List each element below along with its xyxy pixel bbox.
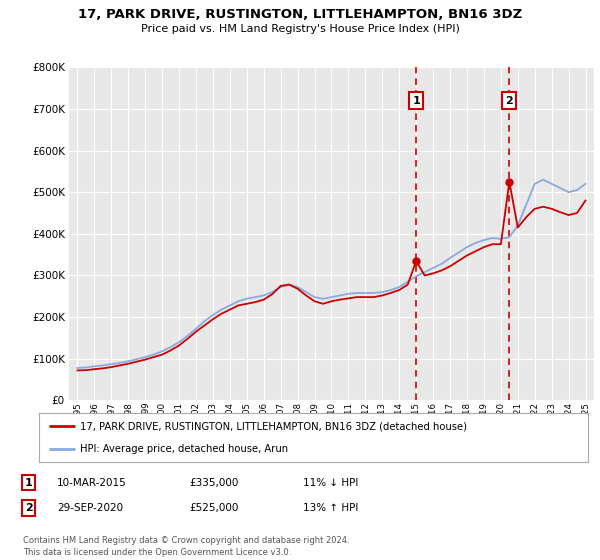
Text: Contains HM Land Registry data © Crown copyright and database right 2024.
This d: Contains HM Land Registry data © Crown c…	[23, 536, 349, 557]
Text: 11% ↓ HPI: 11% ↓ HPI	[303, 478, 358, 488]
Text: HPI: Average price, detached house, Arun: HPI: Average price, detached house, Arun	[80, 444, 289, 454]
Text: 13% ↑ HPI: 13% ↑ HPI	[303, 503, 358, 513]
Text: £335,000: £335,000	[189, 478, 238, 488]
Text: Price paid vs. HM Land Registry's House Price Index (HPI): Price paid vs. HM Land Registry's House …	[140, 24, 460, 34]
Text: 2: 2	[505, 96, 513, 105]
Text: 10-MAR-2015: 10-MAR-2015	[57, 478, 127, 488]
Text: 1: 1	[412, 96, 420, 105]
Text: £525,000: £525,000	[189, 503, 238, 513]
Text: 1: 1	[25, 478, 32, 488]
Text: 17, PARK DRIVE, RUSTINGTON, LITTLEHAMPTON, BN16 3DZ: 17, PARK DRIVE, RUSTINGTON, LITTLEHAMPTO…	[78, 8, 522, 21]
Text: 2: 2	[25, 503, 32, 513]
Text: 29-SEP-2020: 29-SEP-2020	[57, 503, 123, 513]
Text: 17, PARK DRIVE, RUSTINGTON, LITTLEHAMPTON, BN16 3DZ (detached house): 17, PARK DRIVE, RUSTINGTON, LITTLEHAMPTO…	[80, 421, 467, 431]
